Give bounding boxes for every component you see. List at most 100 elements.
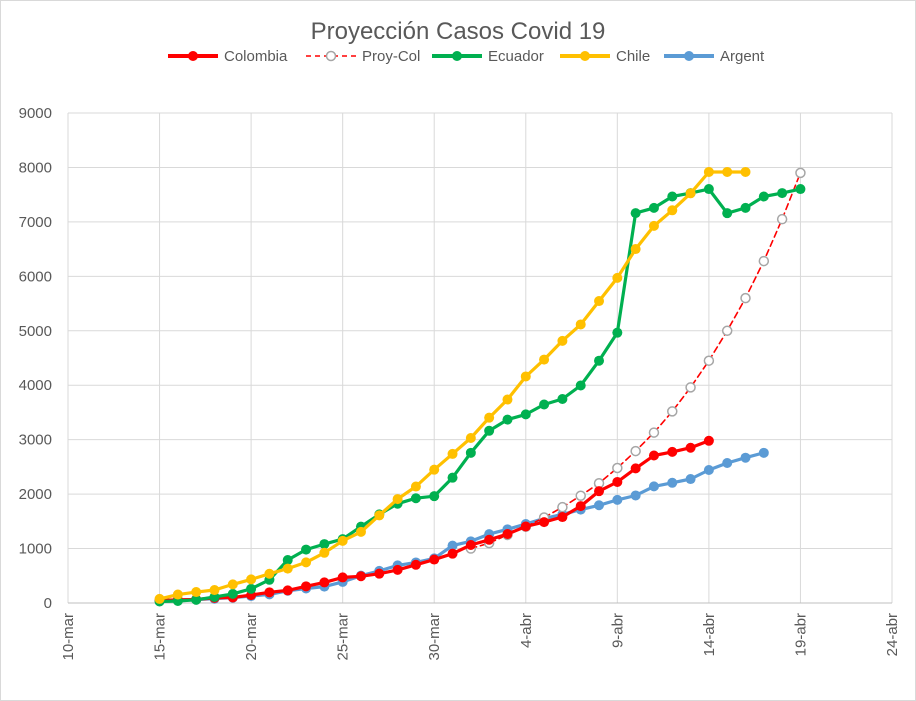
data-point-chile [264,568,275,579]
x-tick-label: 24-abr [884,613,901,656]
data-point-ecuador [429,491,440,502]
data-point-colombia [667,446,678,457]
y-tick-label: 7000 [19,214,52,231]
legend-label-ecuador: Ecuador [488,47,544,65]
data-point-ecuador [465,447,476,458]
data-point-proy-col [685,382,696,393]
data-point-chile [191,587,202,598]
data-point-colombia [264,587,275,598]
data-point-chile [502,394,513,405]
chart-title: Proyección Casos Covid 19 [310,18,606,45]
data-point-chile [722,166,733,177]
data-point-ecuador [648,202,659,213]
data-point-colombia [429,554,440,565]
x-tick-label: 10-mar [60,613,77,661]
data-point-colombia [374,568,385,579]
data-point-proy-col [648,427,660,438]
data-point-ecuador [557,393,568,404]
data-point-ecuador [502,414,513,425]
data-point-chile [410,481,421,492]
legend-label-chile: Chile [616,47,651,65]
data-point-chile [209,585,220,596]
data-point-ecuador [539,399,550,410]
data-point-argent [685,474,696,485]
data-point-chile [539,354,550,365]
x-tick-label: 9-abr [609,613,626,648]
data-point-ecuador [740,202,751,213]
data-point-proy-col [612,462,623,474]
legend-item-ecuador[interactable]: Ecuador [430,44,544,68]
data-point-colombia [337,572,348,583]
data-point-argent [667,477,678,488]
legend-swatch-colombia [168,51,218,61]
data-point-colombia [539,517,550,528]
data-point-chile [612,272,623,283]
data-point-colombia [392,564,403,575]
data-point-chile [429,464,440,475]
data-point-colombia [630,463,641,474]
legend-label-proy-col: Proy-Col [362,47,421,65]
data-point-chile [355,526,366,537]
data-point-colombia [319,577,330,588]
y-tick-label: 5000 [19,323,52,340]
data-point-ecuador [520,409,531,420]
data-point-colombia [520,521,531,532]
data-point-chile [630,244,641,255]
data-point-colombia [575,501,586,512]
data-point-argent [648,481,659,492]
x-tick-label: 4-abr [518,613,535,648]
data-point-ecuador [594,355,605,366]
legend-item-argent[interactable]: Argent [662,44,764,68]
data-point-proy-col [630,445,641,457]
y-tick-label: 1000 [19,541,52,558]
data-point-ecuador [795,184,806,195]
legend-item-chile[interactable]: Chile [558,44,650,68]
x-tick-label: 30-mar [426,613,443,661]
data-point-chile [172,589,183,600]
data-point-argent [722,458,733,469]
x-tick-label: 25-mar [335,613,352,661]
y-tick-label: 3000 [19,432,52,449]
data-point-chile [447,448,458,459]
x-tick-label: 20-mar [243,613,260,661]
data-point-proy-col [795,167,806,179]
data-point-ecuador [410,493,421,504]
data-point-ecuador [612,327,623,338]
data-point-proy-col [557,501,568,513]
data-point-chile [337,535,348,546]
data-point-chile [227,579,238,590]
data-point-colombia [685,442,696,453]
data-point-chile [740,166,751,177]
data-point-ecuador [667,191,678,202]
data-point-argent [447,540,458,551]
x-tick-label: 14-abr [701,613,718,656]
legend-swatch-proy-col [306,50,356,62]
data-point-chile [319,547,330,558]
legend-item-colombia[interactable]: Colombia [166,44,287,68]
data-point-ecuador [209,591,220,602]
data-point-colombia [612,476,623,487]
data-point-argent [594,500,605,511]
data-point-ecuador [777,188,788,199]
data-point-colombia [465,540,476,551]
data-point-colombia [484,534,495,545]
data-point-argent [703,464,714,475]
data-point-ecuador [575,380,586,391]
data-point-colombia [648,450,659,461]
legend-item-proy-col[interactable]: Proy-Col [304,44,420,68]
data-point-ecuador [227,588,238,599]
data-point-proy-col [575,490,586,501]
legend-label-argent: Argent [720,47,765,65]
data-point-argent [740,452,751,463]
data-point-colombia [447,548,458,559]
legend-label-colombia: Colombia [224,47,288,65]
x-tick-label: 15-mar [152,613,169,661]
data-point-chile [667,205,678,216]
data-point-colombia [410,559,421,570]
data-point-chile [685,188,696,199]
legend-swatch-chile [560,51,610,61]
y-tick-label: 2000 [19,486,52,503]
data-point-colombia [282,585,293,596]
data-point-chile [465,432,476,443]
series-line-ecuador [158,187,802,604]
